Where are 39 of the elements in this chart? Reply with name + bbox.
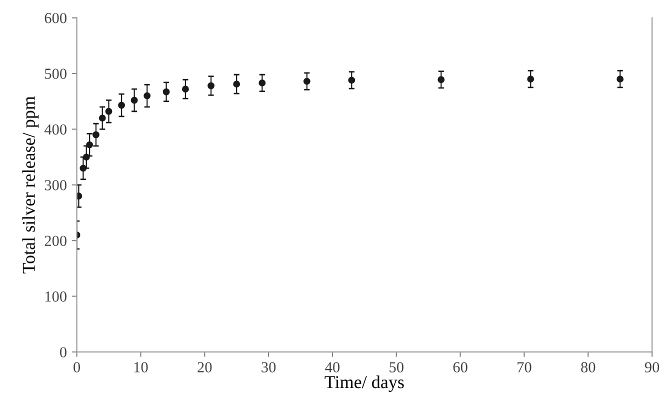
y-tick-label: 200 <box>44 236 66 246</box>
point <box>527 76 534 83</box>
y-tick-label: 600 <box>44 12 66 24</box>
x-tick-label: 60 <box>453 362 468 372</box>
point <box>233 80 240 88</box>
x-tick-label: 30 <box>262 362 276 372</box>
point <box>118 102 126 109</box>
x-tick-label: 40 <box>325 362 340 372</box>
point <box>162 88 170 96</box>
x-tick-label: 90 <box>644 362 660 372</box>
point <box>82 154 90 161</box>
point <box>208 82 214 90</box>
x-tick-label: 70 <box>518 362 532 372</box>
point <box>182 86 189 93</box>
point <box>86 141 94 148</box>
point <box>130 96 138 104</box>
point <box>92 131 100 138</box>
x-tick-label: 10 <box>134 362 148 372</box>
y-tick-label: 500 <box>45 68 66 79</box>
point <box>616 76 624 83</box>
x-tick-label: 0 <box>74 362 80 372</box>
y-tick-label: 100 <box>45 291 66 302</box>
y-tick-label: 400 <box>44 124 66 135</box>
x-tick-label: 80 <box>581 362 596 372</box>
point <box>303 78 310 85</box>
point <box>144 92 151 100</box>
y-tick-label: 300 <box>44 180 66 190</box>
y-axis-title: Total silver release/ ppm <box>22 96 39 274</box>
point <box>76 192 82 200</box>
point <box>258 80 266 86</box>
point <box>98 114 106 122</box>
y-tick-label: 0 <box>60 347 66 358</box>
x-tick-label: 50 <box>390 362 404 372</box>
point <box>80 164 87 172</box>
point <box>348 76 356 84</box>
x-tick-label: 20 <box>198 362 212 372</box>
x-axis-title: Time/ days <box>324 376 404 392</box>
point <box>438 76 445 84</box>
point <box>105 108 112 115</box>
